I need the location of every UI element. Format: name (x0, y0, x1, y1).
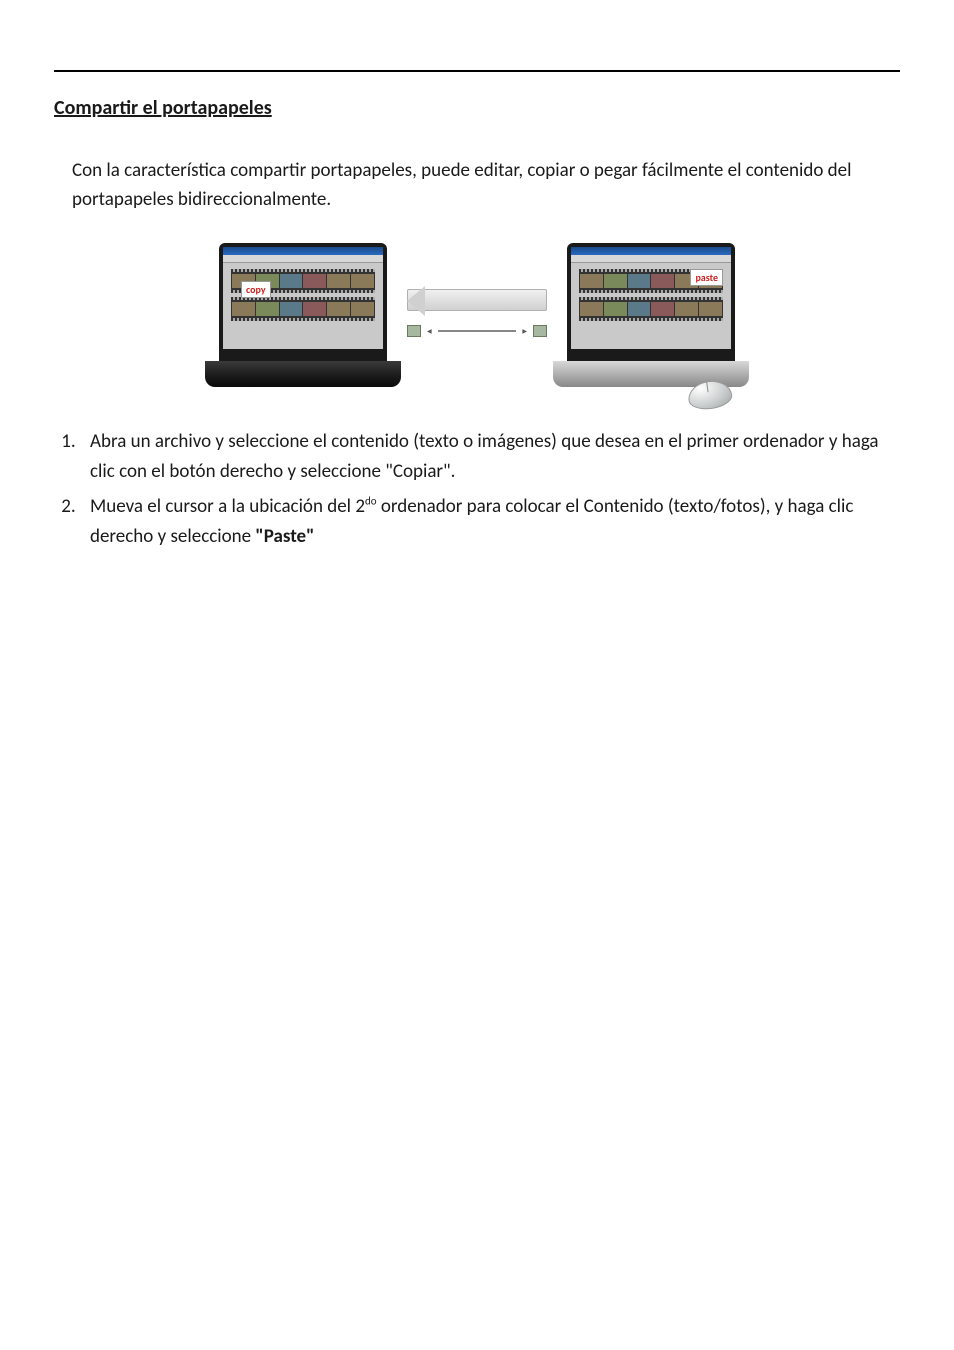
step-2-bold: "Paste" (255, 525, 314, 548)
illustration: copy ◀ ▶ past (54, 243, 900, 409)
laptop-right: paste (567, 243, 735, 373)
laptop-left: copy (219, 243, 387, 373)
usb-cable-icon: ◀ ▶ (407, 325, 547, 337)
step-1-text: Abra un archivo y seleccione el contenid… (90, 430, 879, 483)
top-rule (54, 70, 900, 72)
step-2: Mueva el cursor a la ubicación del 2do o… (80, 492, 900, 553)
arrow-left-icon (407, 289, 547, 311)
step-1: Abra un archivo y seleccione el contenid… (80, 427, 900, 488)
section-title: Compartir el portapapeles (54, 96, 900, 120)
step-2-text-a: Mueva el cursor a la ubicación del 2 (90, 495, 365, 518)
steps-list: Abra un archivo y seleccione el contenid… (54, 427, 900, 553)
mouse-icon (676, 373, 732, 409)
arrow-group: ◀ ▶ (407, 279, 547, 337)
paste-badge: paste (690, 269, 723, 286)
copy-badge: copy (241, 281, 271, 298)
intro-paragraph: Con la característica compartir portapap… (72, 156, 882, 215)
step-2-ordinal: do (365, 494, 377, 507)
